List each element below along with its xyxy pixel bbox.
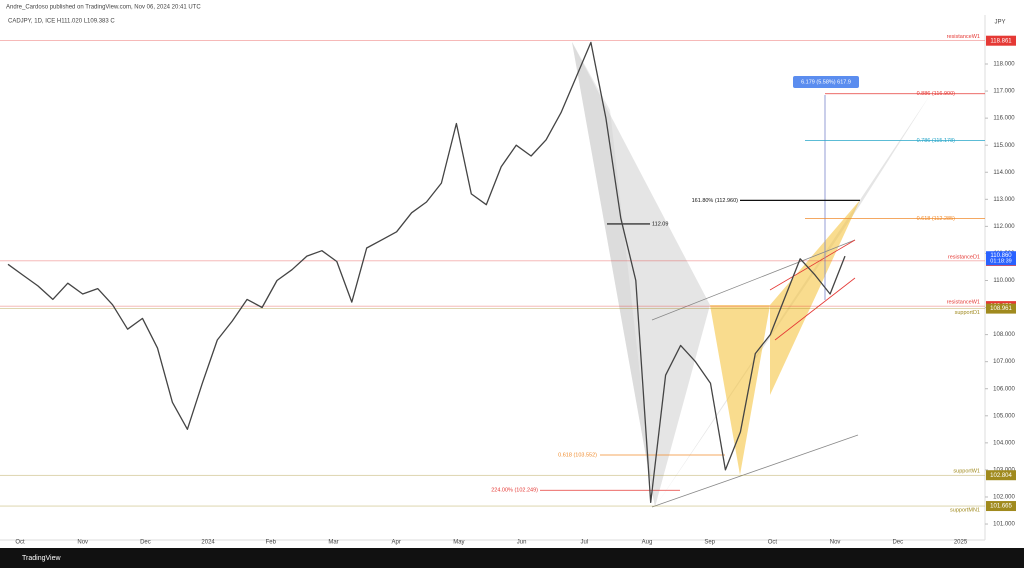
y-tick-label: 102.000: [993, 495, 1015, 501]
level-tag: [986, 35, 1016, 46]
x-tick-label: Feb: [266, 540, 277, 546]
footer-bar: [0, 548, 1024, 568]
level-name: supportD1: [955, 310, 980, 316]
level-name: supportMN1: [950, 507, 980, 513]
pattern-leg: [770, 200, 860, 395]
y-tick-label: 118.000: [993, 62, 1015, 68]
y-tick-label: 115.000: [993, 143, 1015, 149]
level-tag: [986, 470, 1016, 481]
x-tick-label: Oct: [768, 540, 778, 546]
x-tick-label: Dec: [140, 540, 151, 546]
y-tick-label: 104.000: [993, 440, 1015, 446]
annotation-label: 0.786 (115.178): [917, 138, 956, 144]
level-name: resistanceW1: [947, 300, 980, 306]
y-tick-label: 108.000: [993, 332, 1015, 338]
last-price-tag: [986, 251, 1016, 266]
level-name: resistanceW1: [947, 34, 980, 40]
channel-line: [774, 277, 856, 341]
x-tick-label: Nov: [77, 540, 88, 546]
y-tick-label: 114.000: [993, 170, 1015, 176]
y-tick-label: 113.000: [993, 197, 1015, 203]
level-name: resistanceD1: [948, 254, 980, 260]
x-tick-label: May: [453, 540, 464, 546]
x-tick-label: Jun: [517, 540, 527, 546]
x-tick-label: Oct: [15, 540, 25, 546]
y-tick-label: 105.000: [993, 413, 1015, 419]
level-name: supportW1: [953, 469, 980, 475]
currency: JPY: [994, 20, 1005, 26]
level-tag-label: 118.861: [990, 38, 1012, 44]
x-tick-label: Apr: [392, 540, 401, 546]
pattern-leg: [572, 42, 710, 507]
y-tick-label: 110.000: [993, 278, 1015, 284]
last-price-label: 110.860: [990, 253, 1012, 259]
measure-label: 6.179 (5.58%) 617.9: [801, 79, 851, 85]
x-tick-label: Mar: [328, 540, 338, 546]
x-tick-label: Sep: [704, 540, 715, 546]
chart-title: CADJPY, 1D, ICE H111.020 L109.383 C: [8, 19, 115, 25]
channel-line: [769, 239, 856, 291]
y-tick-label: 106.000: [993, 386, 1015, 392]
annotation-label: 161.80% (112.960): [692, 198, 739, 204]
level-tag: [986, 303, 1016, 314]
pattern-leg: [572, 42, 655, 507]
annotation-label: 0.618 (103.552): [558, 452, 597, 458]
harmonic-patterns: [572, 42, 930, 508]
x-tick-label: 2024: [201, 540, 215, 546]
footer-brand: TradingView: [22, 555, 61, 562]
level-tag: [986, 501, 1016, 512]
pattern-leg: [710, 305, 770, 475]
x-tick-label: Jul: [580, 540, 588, 546]
level-tag-label: 101.665: [990, 504, 1012, 510]
header: Andre_Cardoso published on TradingView.c…: [6, 5, 201, 11]
level-tag-label: 102.804: [990, 473, 1012, 479]
x-tick-label: Dec: [892, 540, 903, 546]
measure-box: [793, 76, 859, 88]
price-line: [7, 41, 846, 504]
y-tick-label: 117.000: [993, 89, 1015, 95]
y-tick-label: 112.000: [993, 224, 1015, 230]
annotation-label: 224.00% (102.249): [491, 488, 538, 494]
annotation-label: 0.618 (112.285): [917, 216, 956, 222]
y-tick-label: 116.000: [993, 116, 1015, 122]
annotation-label: 112.09: [652, 221, 668, 227]
y-tick-label: 101.000: [993, 522, 1015, 528]
channel-line: [651, 434, 859, 508]
x-tick-label: Aug: [642, 540, 653, 546]
channel-line: [651, 239, 856, 321]
countdown: 01:18:39: [990, 259, 1011, 265]
level-tag-label: 108.961: [990, 306, 1012, 312]
x-tick-label: Nov: [830, 540, 841, 546]
x-tick-label: 2025: [954, 540, 968, 546]
y-tick-label: 107.000: [993, 359, 1015, 365]
annotation-label: 0.886 (116.900): [917, 91, 956, 97]
